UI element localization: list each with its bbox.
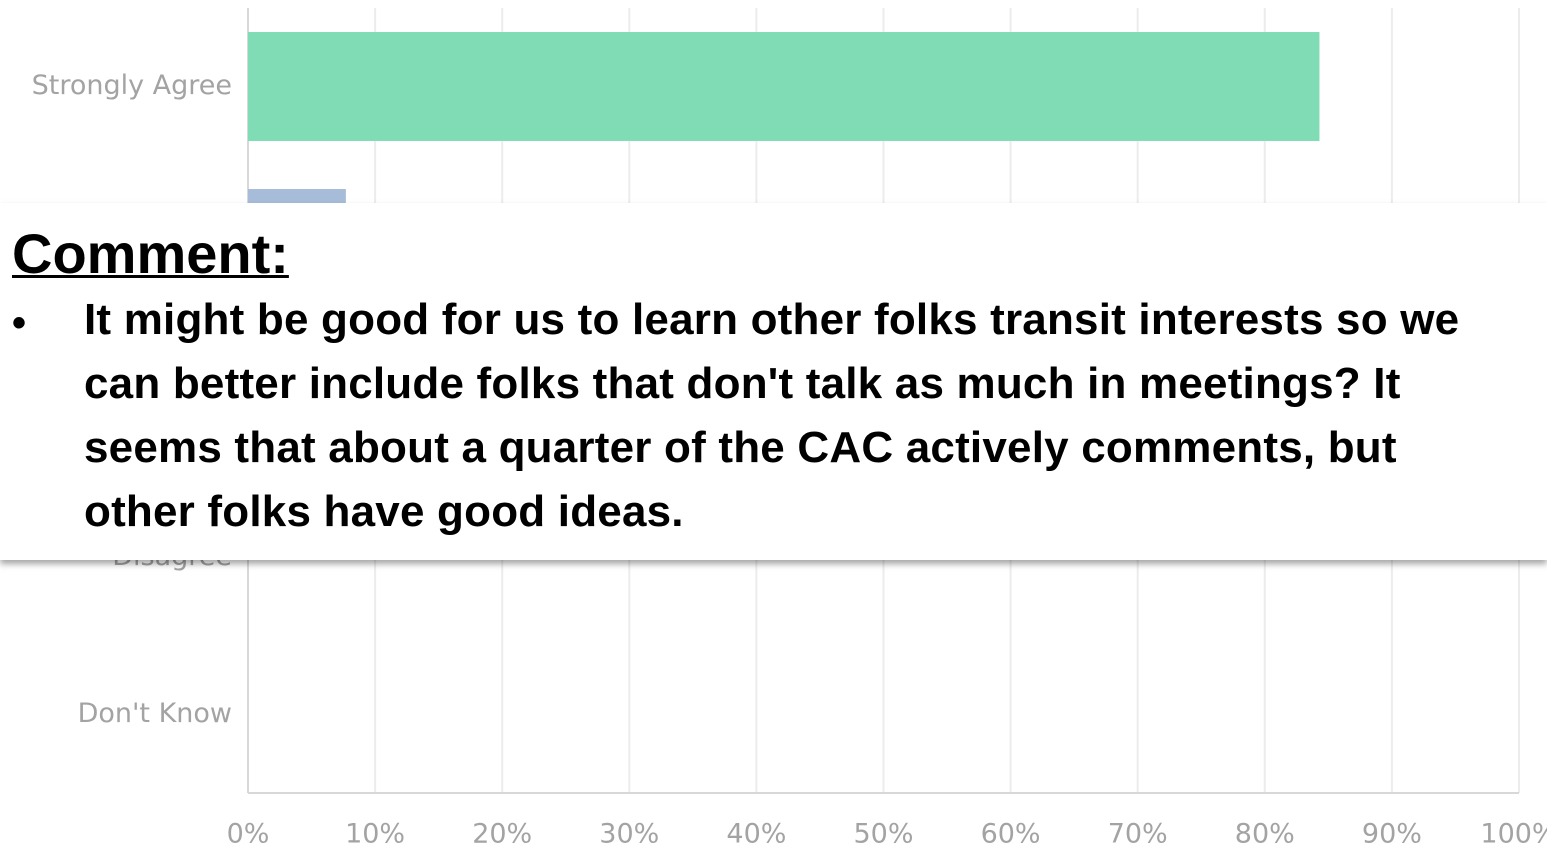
comment-line: seems that about a quarter of the CAC ac… (84, 423, 1397, 472)
bullet: • (12, 301, 27, 345)
comment-title: Comment: (12, 222, 289, 285)
comment-line: It might be good for us to learn other f… (84, 295, 1460, 344)
x-tick-label: 90% (1362, 819, 1422, 850)
comment-box: Comment: • It might be good for us to le… (0, 203, 1547, 560)
x-tick-label: 40% (726, 819, 786, 850)
x-tick-label: 50% (853, 819, 913, 850)
bar (248, 32, 1320, 141)
comment-line: other folks have good ideas. (84, 487, 684, 536)
y-tick-label: Strongly Agree (32, 70, 232, 101)
x-tick-label: 30% (599, 819, 659, 850)
x-tick-label: 100% (1480, 819, 1547, 850)
x-tick-label: 80% (1235, 819, 1295, 850)
x-tick-label: 60% (981, 819, 1041, 850)
x-tick-label: 0% (227, 819, 270, 850)
y-tick-label: Don't Know (78, 698, 232, 729)
x-tick-label: 10% (345, 819, 405, 850)
comment-line: can better include folks that don't talk… (84, 359, 1401, 408)
x-tick-label: 20% (472, 819, 532, 850)
x-tick-label: 70% (1108, 819, 1168, 850)
